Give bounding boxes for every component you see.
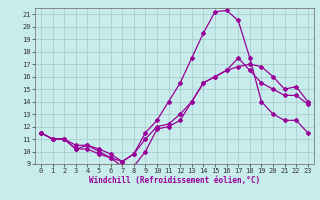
X-axis label: Windchill (Refroidissement éolien,°C): Windchill (Refroidissement éolien,°C) [89, 176, 260, 185]
